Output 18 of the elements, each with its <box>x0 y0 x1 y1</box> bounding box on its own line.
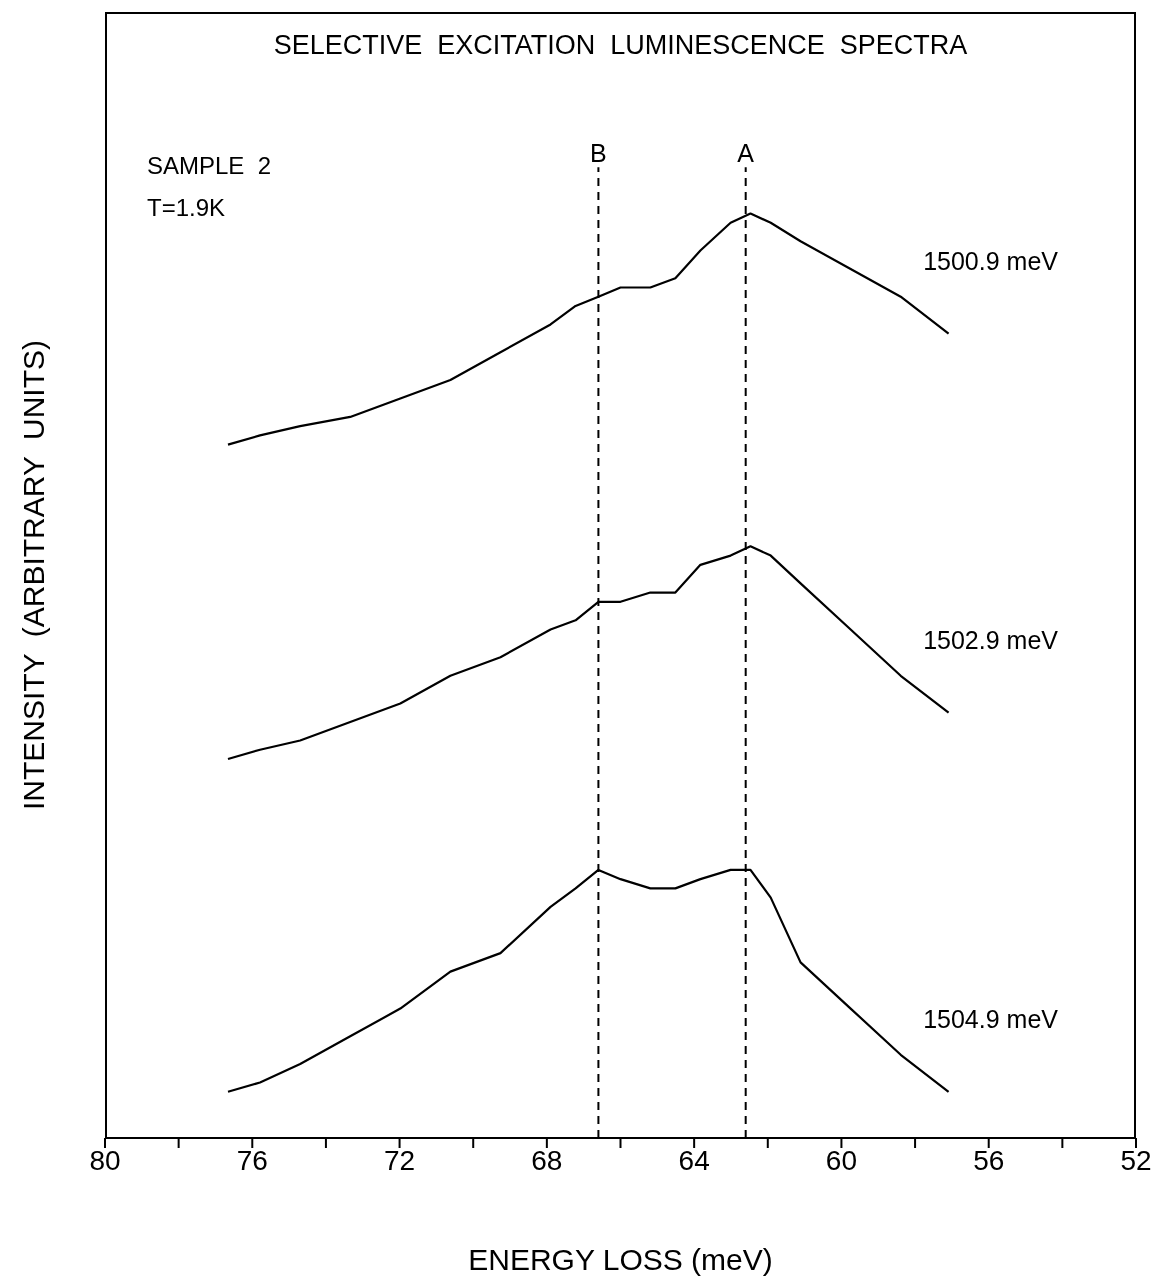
x-tick-label: 68 <box>531 1144 563 1176</box>
x-tick-label: 64 <box>678 1144 710 1176</box>
x-axis-title: ENERGY LOSS (meV) <box>468 1243 773 1276</box>
x-tick-label: 76 <box>236 1144 268 1176</box>
ref-line-label: A <box>737 139 755 168</box>
x-tick-label: 80 <box>89 1144 121 1176</box>
series-label: 1502.9 meV <box>923 625 1059 654</box>
x-tick-label: 72 <box>383 1144 416 1176</box>
chart-title: SELECTIVE EXCITATION LUMINESCENCE SPECTRA <box>272 30 969 61</box>
x-tick-label: 52 <box>1120 1144 1152 1176</box>
series-label: 1504.9 meV <box>923 1004 1059 1033</box>
y-axis-title: INTENSITY (ARBITRARY UNITS) <box>17 339 51 811</box>
ref-line-label: B <box>590 139 607 168</box>
series-label: 1500.9 meV <box>923 246 1059 275</box>
text: SAMPLE 2 <box>147 152 272 180</box>
annotation: T=1.9K <box>147 194 226 222</box>
x-tick-label: 60 <box>825 1144 858 1176</box>
x-tick-label: 56 <box>973 1144 1005 1176</box>
